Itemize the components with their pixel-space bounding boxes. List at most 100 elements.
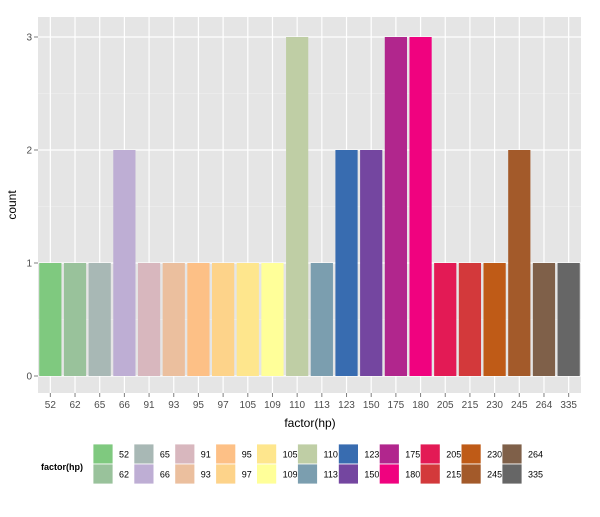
bar-91 — [137, 263, 161, 376]
legend-key-95 — [215, 443, 237, 465]
legend-label-123: 123 — [364, 450, 379, 460]
x-axis: 52 62 65 66 91 93 95 97 105 109 110 113 123 150 175 180… — [45, 393, 577, 411]
x-tick-label-109: 109 — [264, 400, 281, 411]
bar-110 — [286, 37, 309, 376]
legend: factor(hp) 52 62 65 66 91 93 95 97 105 109 110 113 1… — [41, 443, 543, 485]
legend-key-215 — [419, 463, 441, 485]
bar-93 — [162, 263, 185, 376]
bar-123 — [335, 150, 358, 376]
x-tick-label-123: 123 — [338, 400, 355, 411]
legend-key-109 — [256, 463, 278, 485]
x-tick-label-52: 52 — [45, 400, 57, 411]
legend-label-52: 52 — [119, 450, 129, 460]
y-axis: 0 1 2 3 — [26, 33, 38, 383]
x-tick-label-62: 62 — [69, 400, 81, 411]
legend-label-245: 245 — [487, 470, 502, 480]
bar-66 — [113, 150, 136, 376]
legend-label-109: 109 — [283, 470, 298, 480]
legend-key-91 — [174, 443, 196, 465]
bar-230 — [483, 263, 506, 376]
x-tick-label-110: 110 — [289, 400, 305, 411]
legend-key-97 — [215, 463, 237, 485]
x-tick-label-66: 66 — [119, 400, 131, 411]
legend-key-105 — [256, 443, 278, 465]
legend-title: factor(hp) — [41, 462, 83, 472]
x-tick-label-150: 150 — [363, 400, 380, 411]
legend-label-335: 335 — [528, 470, 543, 480]
legend-key-205 — [419, 443, 441, 465]
legend-label-93: 93 — [201, 470, 211, 480]
legend-label-105: 105 — [283, 450, 298, 460]
legend-label-113: 113 — [324, 470, 338, 480]
bar-109 — [261, 263, 284, 376]
bar-62 — [63, 263, 87, 376]
x-tick-label-91: 91 — [144, 400, 156, 411]
legend-label-91: 91 — [201, 450, 211, 460]
x-tick-label-215: 215 — [462, 400, 479, 411]
legend-key-230 — [460, 443, 482, 465]
legend-label-264: 264 — [528, 450, 543, 460]
legend-label-230: 230 — [487, 450, 502, 460]
x-tick-label-97: 97 — [218, 400, 230, 411]
legend-label-180: 180 — [405, 470, 420, 480]
bar-175 — [384, 37, 407, 376]
bars — [39, 37, 580, 376]
legend-key-52 — [92, 443, 114, 465]
bar-215 — [458, 263, 482, 376]
legend-label-175: 175 — [405, 450, 420, 460]
bar-52 — [39, 263, 62, 376]
legend-label-95: 95 — [242, 450, 252, 460]
x-tick-label-230: 230 — [486, 400, 503, 411]
y-tick-label: 0 — [26, 372, 32, 383]
x-tick-label-105: 105 — [239, 400, 256, 411]
bar-335 — [557, 263, 580, 376]
legend-label-150: 150 — [364, 470, 379, 480]
legend-key-123 — [337, 443, 359, 465]
x-tick-label-264: 264 — [536, 400, 553, 411]
legend-key-93 — [174, 463, 196, 485]
legend-key-175 — [378, 443, 400, 465]
legend-key-335 — [501, 463, 523, 485]
x-tick-label-245: 245 — [511, 400, 528, 411]
bar-180 — [409, 37, 432, 376]
legend-label-66: 66 — [160, 470, 170, 480]
y-tick-label: 1 — [26, 259, 32, 270]
legend-key-245 — [460, 463, 482, 485]
x-tick-label-180: 180 — [412, 400, 429, 411]
x-tick-label-175: 175 — [388, 400, 405, 411]
legend-label-110: 110 — [324, 450, 338, 460]
bar-97 — [212, 263, 235, 376]
legend-key-62 — [92, 463, 114, 485]
legend-key-264 — [501, 443, 523, 465]
bar-264 — [532, 263, 556, 376]
x-tick-label-205: 205 — [437, 400, 454, 411]
y-tick-label: 3 — [26, 33, 32, 44]
legend-label-97: 97 — [242, 470, 252, 480]
bar-105 — [236, 263, 259, 376]
bar-113 — [310, 263, 333, 376]
legend-key-65 — [133, 443, 155, 465]
bar-205 — [434, 263, 457, 376]
bar-95 — [187, 263, 210, 376]
legend-key-110 — [297, 443, 318, 465]
x-tick-label-113: 113 — [314, 400, 330, 411]
x-tick-label-93: 93 — [168, 400, 180, 411]
legend-key-66 — [133, 463, 155, 485]
x-tick-label-95: 95 — [193, 400, 205, 411]
legend-key-113 — [297, 463, 318, 485]
bar-150 — [360, 150, 383, 376]
legend-label-205: 205 — [446, 450, 461, 460]
x-tick-label-335: 335 — [560, 400, 577, 411]
legend-key-180 — [378, 463, 400, 485]
legend-label-62: 62 — [119, 470, 129, 480]
legend-label-215: 215 — [446, 470, 461, 480]
legend-label-65: 65 — [160, 450, 170, 460]
y-axis-title: count — [5, 190, 19, 220]
bar-245 — [508, 150, 531, 376]
bar-65 — [88, 263, 111, 376]
x-axis-title: factor(hp) — [284, 416, 335, 430]
y-tick-label: 2 — [26, 146, 32, 157]
legend-key-150 — [337, 463, 359, 485]
x-tick-label-65: 65 — [94, 400, 106, 411]
